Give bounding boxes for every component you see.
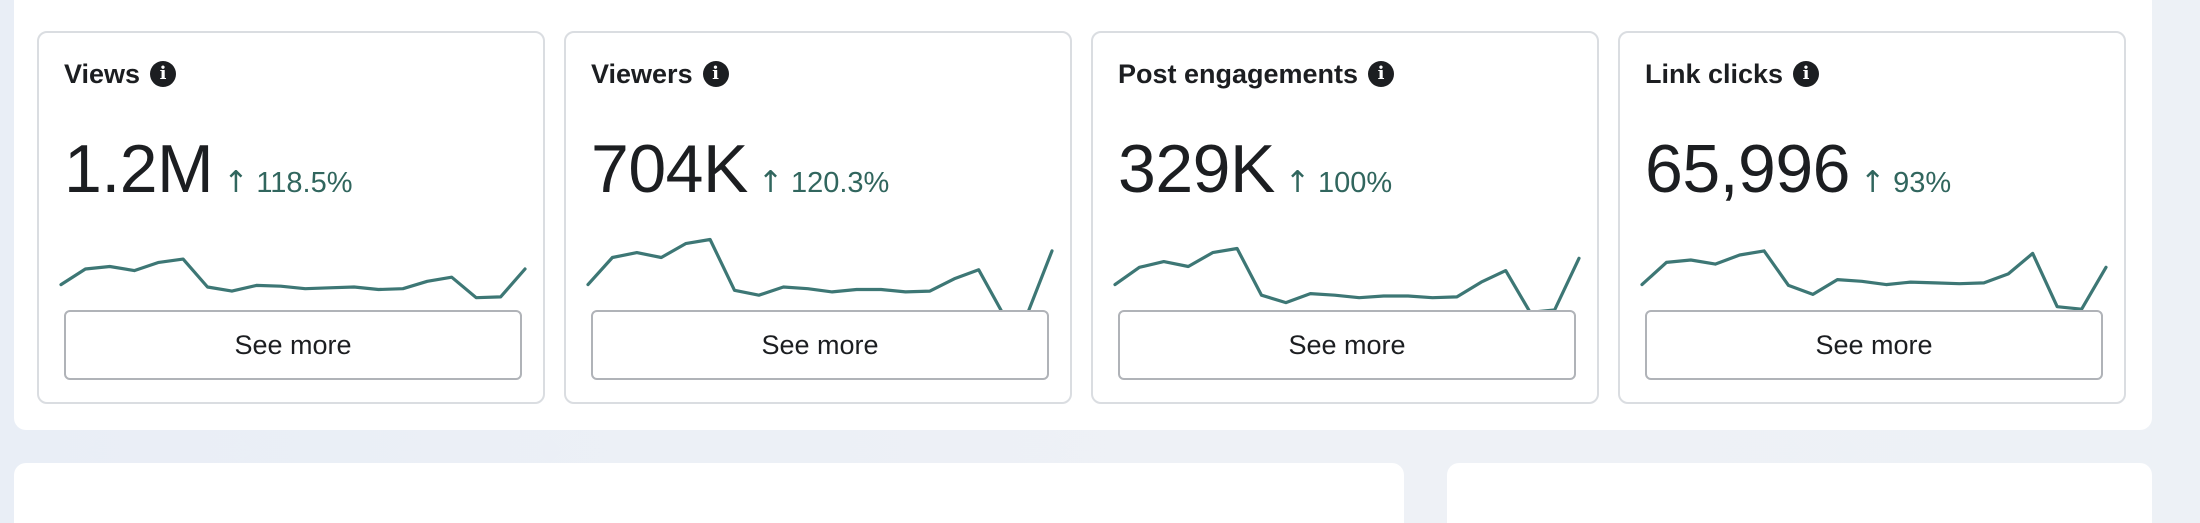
arrow-up-icon: ↑ <box>1859 165 1886 200</box>
arrow-up-icon: ↑ <box>757 165 783 200</box>
card-title: Viewers <box>591 58 693 89</box>
sparkline-line <box>1113 246 1581 315</box>
info-icon[interactable]: i <box>1793 61 1820 87</box>
kpi-card-views: Views i 1.2M ↑ 118.5% See more <box>37 31 545 404</box>
sparkline-chart <box>59 257 527 300</box>
metric-change: ↑ 93% <box>1860 165 1951 200</box>
change-percent: 93% <box>1893 167 1952 199</box>
sparkline-line <box>59 257 527 300</box>
card-header: Link clicks i <box>1645 57 1820 91</box>
metric-row: 65,996 ↑ 93% <box>1645 135 1951 203</box>
see-more-button[interactable]: See more <box>591 310 1049 380</box>
sparkline-line <box>586 237 1054 316</box>
see-more-button[interactable]: See more <box>1118 310 1576 380</box>
arrow-up-icon: ↑ <box>223 165 249 200</box>
bottom-right-panel <box>1447 463 2152 523</box>
see-more-button[interactable]: See more <box>64 310 522 380</box>
kpi-summary-panel: Views i 1.2M ↑ 118.5% See more Viewers i… <box>14 0 2152 430</box>
arrow-up-icon: ↑ <box>1284 165 1310 200</box>
bottom-left-panel <box>14 463 1404 523</box>
metric-value: 704K <box>591 131 748 207</box>
kpi-card-viewers: Viewers i 704K ↑ 120.3% See more <box>564 31 1072 404</box>
info-icon[interactable]: i <box>702 61 729 87</box>
sparkline-chart <box>1113 246 1581 315</box>
card-title: Link clicks <box>1645 58 1784 89</box>
info-icon[interactable]: i <box>150 61 177 87</box>
kpi-card-post-engagements: Post engagements i 329K ↑ 100% See more <box>1091 31 1599 404</box>
metric-value: 329K <box>1118 131 1275 207</box>
metric-value: 1.2M <box>64 131 214 207</box>
metric-row: 1.2M ↑ 118.5% <box>64 135 353 203</box>
metric-change: ↑ 100% <box>1285 165 1392 200</box>
card-title: Post engagements <box>1118 58 1359 89</box>
card-title: Views <box>64 58 141 89</box>
card-header: Post engagements i <box>1118 57 1395 91</box>
kpi-card-link-clicks: Link clicks i 65,996 ↑ 93% See more <box>1618 31 2126 404</box>
metric-change: ↑ 118.5% <box>223 165 352 200</box>
info-icon[interactable]: i <box>1368 61 1395 87</box>
see-more-button[interactable]: See more <box>1645 310 2103 380</box>
metric-row: 704K ↑ 120.3% <box>591 135 889 203</box>
sparkline-chart <box>586 237 1054 316</box>
sparkline-line <box>1640 249 2108 311</box>
metric-row: 329K ↑ 100% <box>1118 135 1392 203</box>
card-header: Views i <box>64 57 177 91</box>
change-percent: 118.5% <box>256 167 353 199</box>
metric-value: 65,996 <box>1645 131 1850 207</box>
metric-change: ↑ 120.3% <box>758 165 890 200</box>
card-header: Viewers i <box>591 57 729 91</box>
change-percent: 120.3% <box>790 167 890 199</box>
change-percent: 100% <box>1317 167 1393 199</box>
sparkline-chart <box>1640 249 2108 311</box>
